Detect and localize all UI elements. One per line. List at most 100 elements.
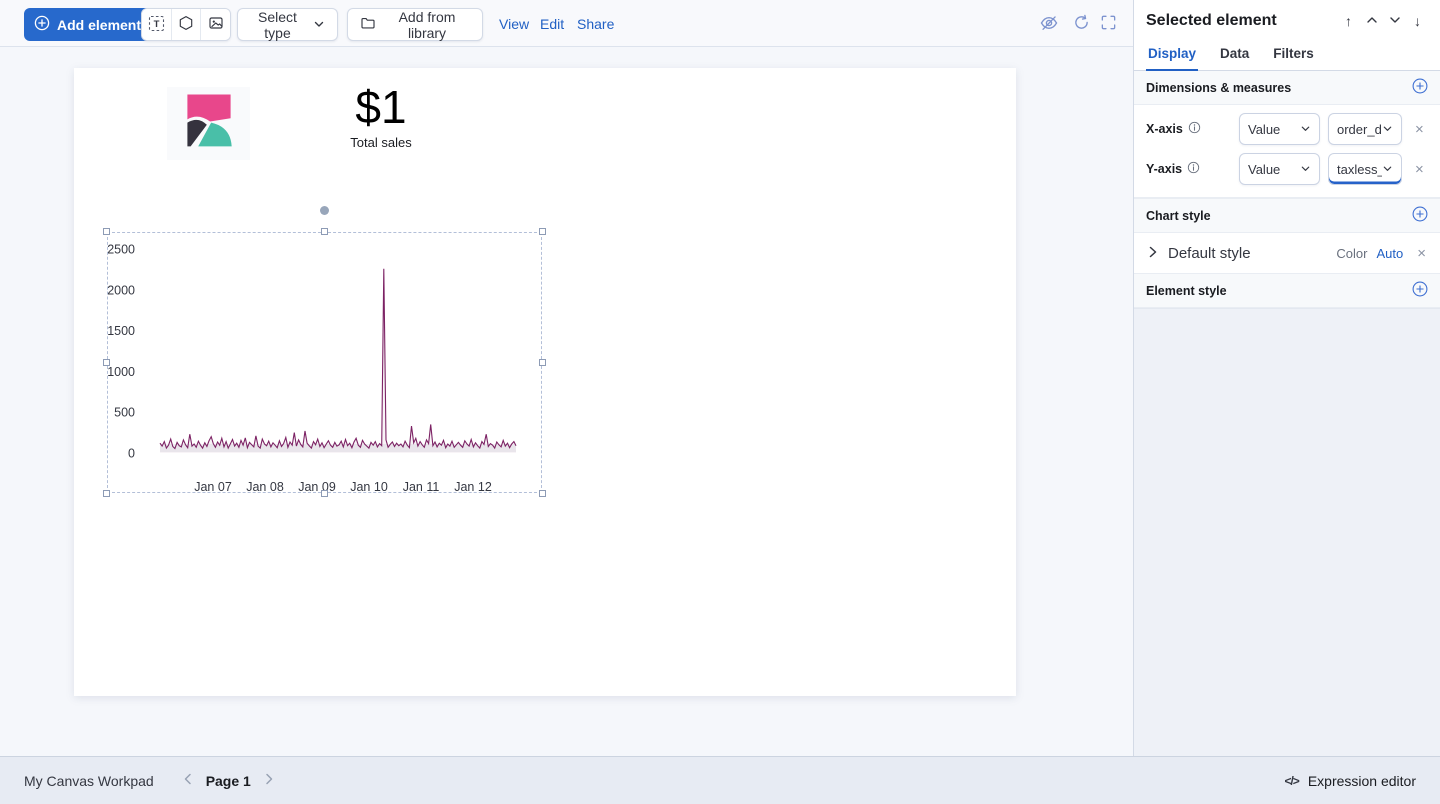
panel-title: Selected element <box>1146 12 1277 29</box>
chevron-down-icon <box>1382 162 1393 177</box>
chevron-left-icon <box>182 772 194 789</box>
metric-element[interactable]: $1 Total sales <box>301 82 461 150</box>
share-link[interactable]: Share <box>577 0 614 47</box>
workpad-page[interactable]: $1 Total sales 0 500 1000 1500 2000 2500 Jan 0… <box>74 68 1016 696</box>
selection-handle[interactable] <box>539 490 546 497</box>
selection-handle[interactable] <box>321 228 328 235</box>
remove-y-axis-button[interactable]: × <box>1413 162 1426 177</box>
add-element-button[interactable]: Add element <box>24 8 156 41</box>
plus-circle-icon <box>1412 281 1428 300</box>
chevron-down-icon <box>1300 122 1311 137</box>
text-tool-icon: T <box>148 15 165 35</box>
plus-circle-icon <box>1412 78 1428 97</box>
kibana-logo-element[interactable] <box>167 87 250 160</box>
bring-forward-button[interactable] <box>1363 13 1380 30</box>
refresh-icon <box>1073 14 1090 34</box>
kibana-logo <box>182 90 236 157</box>
svg-text:1000: 1000 <box>107 365 135 379</box>
image-tool-button[interactable] <box>201 9 230 40</box>
metric-label: Total sales <box>350 134 412 150</box>
layer-order-buttons: ↑ ↓ <box>1340 13 1426 30</box>
send-to-back-button[interactable]: ↓ <box>1409 13 1426 30</box>
svg-text:500: 500 <box>114 406 135 420</box>
eye-slash-icon <box>1040 14 1058 35</box>
expression-editor-button[interactable]: </> Expression editor <box>1284 757 1416 804</box>
remove-style-button[interactable]: × <box>1415 246 1428 261</box>
add-dimension-button[interactable] <box>1412 78 1428 97</box>
info-icon <box>1187 161 1200 177</box>
svg-text:Jan 08: Jan 08 <box>246 480 284 493</box>
x-axis-type-select[interactable]: Value <box>1239 113 1320 145</box>
close-icon: × <box>1415 120 1424 138</box>
sidebar-tabs: Display Data Filters <box>1134 36 1440 71</box>
hide-toolbar-button[interactable] <box>1040 15 1058 33</box>
color-auto-link[interactable]: Auto <box>1376 245 1404 261</box>
default-style-label: Default style <box>1168 244 1251 262</box>
arrow-down-icon: ↓ <box>1414 13 1421 29</box>
info-icon <box>1188 121 1201 137</box>
previous-page-button[interactable] <box>176 772 200 789</box>
svg-text:1500: 1500 <box>107 324 135 338</box>
svg-text:Jan 10: Jan 10 <box>350 480 388 493</box>
add-from-library-button[interactable]: Add from library <box>347 8 483 41</box>
shape-tool-button[interactable] <box>171 9 202 40</box>
fullscreen-button[interactable] <box>1099 15 1117 33</box>
expand-style-button[interactable] <box>1146 245 1160 262</box>
next-page-button[interactable] <box>257 772 281 789</box>
svg-text:Jan 09: Jan 09 <box>298 480 336 493</box>
svg-text:2000: 2000 <box>107 283 135 297</box>
selection-handle[interactable] <box>321 490 328 497</box>
refresh-button[interactable] <box>1072 14 1090 34</box>
selection-handle[interactable] <box>539 228 546 235</box>
x-axis-field-select[interactable]: order_d <box>1328 113 1402 145</box>
image-icon <box>208 15 224 34</box>
plus-circle-icon <box>34 15 50 34</box>
view-link[interactable]: View <box>499 0 529 47</box>
chevron-down-icon <box>313 17 325 33</box>
workpad-name[interactable]: My Canvas Workpad <box>24 772 154 789</box>
tab-display[interactable]: Display <box>1146 40 1199 71</box>
y-axis-field-select[interactable]: taxless_ <box>1328 153 1402 185</box>
selection-handle[interactable] <box>103 359 110 366</box>
tab-data[interactable]: Data <box>1218 40 1251 71</box>
add-from-library-label: Add from library <box>398 8 456 41</box>
add-element-style-button[interactable] <box>1412 281 1428 300</box>
selection-handle[interactable] <box>539 359 546 366</box>
expression-editor-label: Expression editor <box>1307 773 1416 789</box>
selection-handle[interactable] <box>103 228 110 235</box>
bring-to-front-button[interactable]: ↑ <box>1340 13 1357 30</box>
sidebar-header: Selected element ↑ ↓ <box>1134 0 1440 36</box>
text-tool-button[interactable]: T <box>142 9 172 40</box>
default-style-row: Default style Color Auto × <box>1134 233 1440 274</box>
add-chart-style-button[interactable] <box>1412 206 1428 225</box>
arrow-up-icon: ↑ <box>1345 13 1352 29</box>
chevron-up-icon <box>1365 13 1379 30</box>
svg-text:2500: 2500 <box>107 243 135 257</box>
y-axis-type-select[interactable]: Value <box>1239 153 1320 185</box>
edit-link[interactable]: Edit <box>540 0 564 47</box>
chart-element[interactable]: 0 500 1000 1500 2000 2500 Jan 07 Jan 08 Jan 09 Ja… <box>103 206 546 497</box>
dimension-rows: X-axis Value order_d × Y-axis <box>1134 105 1440 198</box>
selection-handle[interactable] <box>103 490 110 497</box>
select-type-dropdown[interactable]: Select type <box>237 8 338 41</box>
close-icon: × <box>1415 160 1424 178</box>
chart-style-title: Chart style <box>1146 208 1211 223</box>
rotation-handle[interactable] <box>320 206 329 215</box>
dimensions-section-header: Dimensions & measures <box>1134 71 1440 105</box>
chevron-right-icon <box>1146 245 1160 262</box>
svg-text:T: T <box>153 19 159 30</box>
tab-filters[interactable]: Filters <box>1271 40 1316 71</box>
x-axis-row: X-axis Value order_d × <box>1134 109 1440 149</box>
metric-value: $1 <box>355 81 407 133</box>
line-chart: 0 500 1000 1500 2000 2500 Jan 07 Jan 08 Jan 09 Ja… <box>107 243 517 493</box>
svg-text:Jan 07: Jan 07 <box>194 480 232 493</box>
fullscreen-icon <box>1100 14 1117 34</box>
chevron-down-icon <box>1300 162 1311 177</box>
svg-text:Jan 12: Jan 12 <box>454 480 492 493</box>
remove-x-axis-button[interactable]: × <box>1413 122 1426 137</box>
send-backward-button[interactable] <box>1386 13 1403 30</box>
color-label: Color <box>1336 245 1368 261</box>
top-toolbar: Add element T Select type <box>0 0 1133 47</box>
select-type-label: Select type <box>258 8 297 41</box>
